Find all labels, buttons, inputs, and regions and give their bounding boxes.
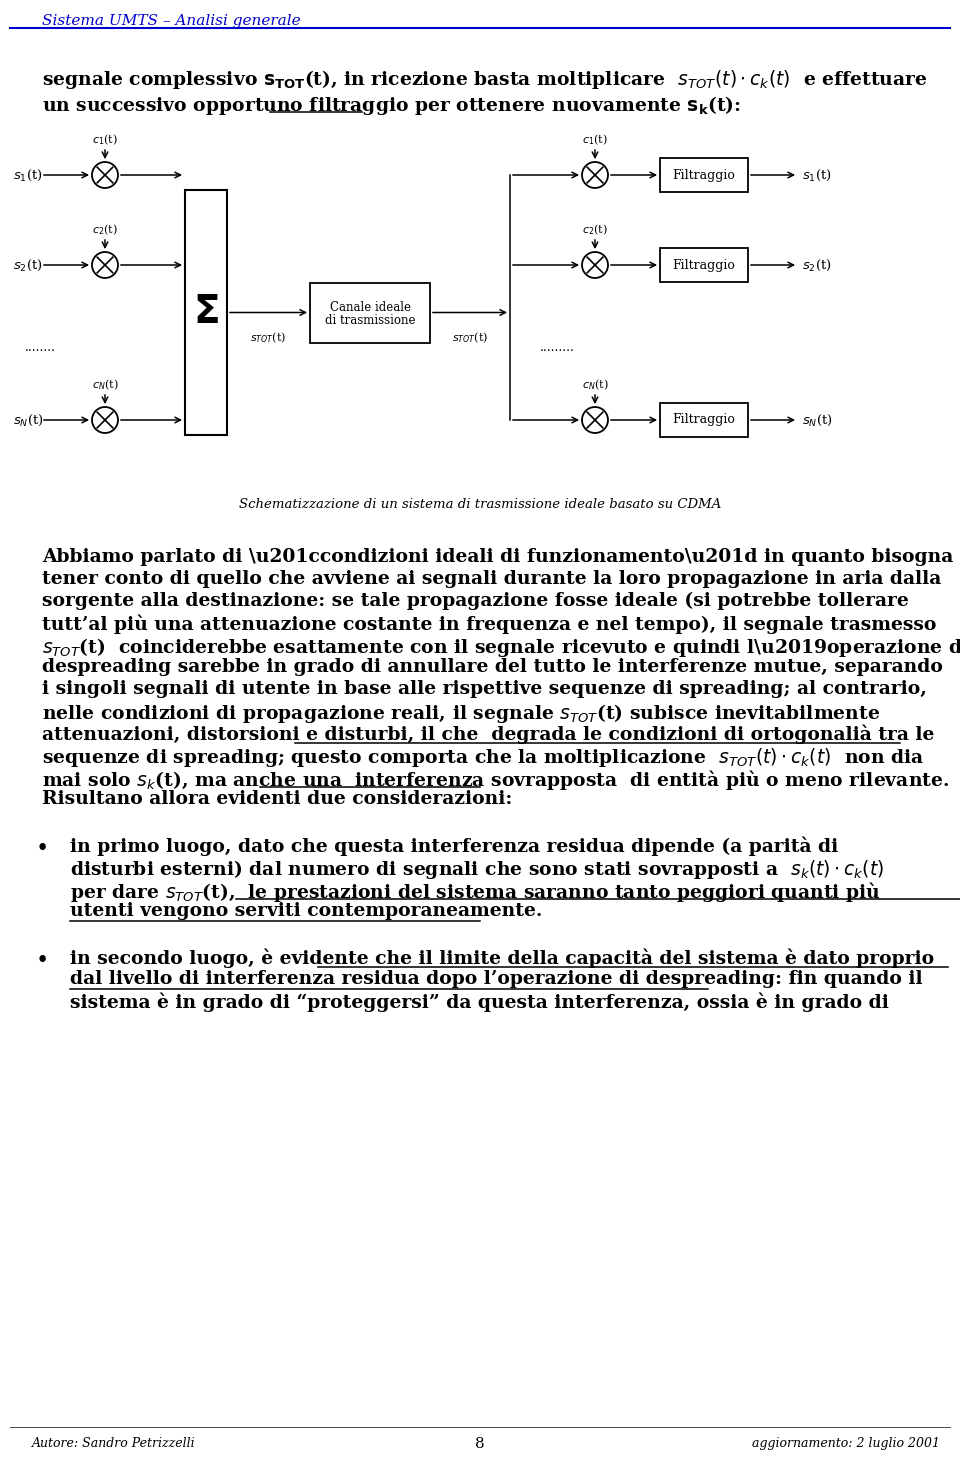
Text: Filtraggio: Filtraggio	[673, 414, 735, 427]
Text: $s_{TOT}$(t): $s_{TOT}$(t)	[251, 331, 286, 345]
Text: aggiornamento: 2 luglio 2001: aggiornamento: 2 luglio 2001	[752, 1437, 940, 1450]
Text: un successivo opportuno filtraggio per ottenere nuovamente $\mathbf{s_k}$(t):: un successivo opportuno filtraggio per o…	[42, 95, 741, 117]
Text: Filtraggio: Filtraggio	[673, 169, 735, 182]
Text: $c_N$(t): $c_N$(t)	[582, 377, 609, 392]
Text: $c_2$(t): $c_2$(t)	[92, 223, 118, 237]
Bar	[310, 283, 430, 342]
Text: Canale ideale: Canale ideale	[329, 302, 411, 315]
Text: $s_{TOT}$(t)  coinciderebbe esattamente con il segnale ricevuto e quindi l\u2019: $s_{TOT}$(t) coinciderebbe esattamente c…	[42, 637, 960, 659]
Text: nelle condizioni di propagazione reali, il segnale $s_{TOT}$(t) subisce inevitab: nelle condizioni di propagazione reali, …	[42, 702, 880, 726]
Text: sistema è in grado di “proteggersi” da questa interferenza, ossia è in grado di: sistema è in grado di “proteggersi” da q…	[70, 992, 889, 1011]
Text: $s_2$(t): $s_2$(t)	[13, 258, 43, 272]
Text: $c_1$(t): $c_1$(t)	[582, 133, 608, 147]
Text: di trasmissione: di trasmissione	[324, 315, 416, 326]
Text: despreading sarebbe in grado di annullare del tutto le interferenze mutue, separ: despreading sarebbe in grado di annullar…	[42, 659, 943, 676]
Text: disturbi esterni) dal numero di segnali che sono stati sovrapposti a  $s_k(t) \c: disturbi esterni) dal numero di segnali …	[70, 858, 884, 881]
Text: $s_{TOT}$(t): $s_{TOT}$(t)	[452, 331, 488, 345]
Text: •: •	[36, 838, 49, 860]
Text: dal livello di interferenza residua dopo l’operazione di despreading: fin quando: dal livello di interferenza residua dopo…	[70, 970, 923, 988]
Text: $c_1$(t): $c_1$(t)	[92, 133, 118, 147]
Circle shape	[582, 252, 608, 278]
Text: segnale complessivo $\mathbf{s_{TOT}}$(t), in ricezione basta moltiplicare  $s_{: segnale complessivo $\mathbf{s_{TOT}}$(t…	[42, 68, 927, 90]
Bar	[660, 157, 748, 192]
Bar	[185, 189, 227, 436]
Text: $s_1$(t): $s_1$(t)	[802, 168, 831, 182]
Text: Risultano allora evidenti due considerazioni:: Risultano allora evidenti due consideraz…	[42, 790, 513, 809]
Text: in secondo luogo, è evidente che il limite della capacità del sistema è dato pro: in secondo luogo, è evidente che il limi…	[70, 949, 934, 967]
Circle shape	[92, 162, 118, 188]
Text: $s_N$(t): $s_N$(t)	[802, 412, 833, 427]
Text: Schematizzazione di un sistema di trasmissione ideale basato su CDMA: Schematizzazione di un sistema di trasmi…	[239, 498, 721, 511]
Text: Filtraggio: Filtraggio	[673, 258, 735, 271]
Text: attenuazioni, distorsioni e disturbi, il che  degrada le condizioni di ortogonal: attenuazioni, distorsioni e disturbi, il…	[42, 724, 934, 743]
Text: sorgente alla destinazione: se tale propagazione fosse ideale (si potrebbe tolle: sorgente alla destinazione: se tale prop…	[42, 592, 909, 610]
Circle shape	[582, 407, 608, 433]
Text: $\mathbf{\Sigma}$: $\mathbf{\Sigma}$	[193, 294, 219, 331]
Bar	[660, 248, 748, 283]
Text: 8: 8	[475, 1437, 485, 1451]
Circle shape	[92, 407, 118, 433]
Text: in primo luogo, dato che questa interferenza residua dipende (a parità di: in primo luogo, dato che questa interfer…	[70, 836, 838, 855]
Text: .........: .........	[540, 341, 575, 354]
Text: ........: ........	[25, 341, 56, 354]
Text: sequenze di spreading; questo comporta che la moltiplicazione  $s_{TOT}(t) \cdot: sequenze di spreading; questo comporta c…	[42, 746, 924, 769]
Text: tener conto di quello che avviene ai segnali durante la loro propagazione in ari: tener conto di quello che avviene ai seg…	[42, 570, 941, 589]
Text: Autore: Sandro Petrizzelli: Autore: Sandro Petrizzelli	[32, 1437, 196, 1450]
Circle shape	[92, 252, 118, 278]
Circle shape	[582, 162, 608, 188]
Text: tutt’al più una attenuazione costante in frequenza e nel tempo), il segnale tras: tutt’al più una attenuazione costante in…	[42, 613, 936, 634]
Bar	[660, 404, 748, 437]
Text: $s_N$(t): $s_N$(t)	[13, 412, 44, 427]
Text: i singoli segnali di utente in base alle rispettive sequenze di spreading; al co: i singoli segnali di utente in base alle…	[42, 680, 926, 698]
Text: $c_2$(t): $c_2$(t)	[582, 223, 608, 237]
Text: mai solo $s_k$(t), ma anche una  interferenza sovrapposta  di entità più o meno : mai solo $s_k$(t), ma anche una interfer…	[42, 768, 949, 793]
Text: $c_N$(t): $c_N$(t)	[92, 377, 118, 392]
Text: •: •	[36, 950, 49, 972]
Text: utenti vengono serviti contemporaneamente.: utenti vengono serviti contemporaneament…	[70, 902, 542, 919]
Text: Abbiamo parlato di \u201ccondizioni ideali di funzionamento\u201d in quanto biso: Abbiamo parlato di \u201ccondizioni idea…	[42, 548, 960, 565]
Text: per dare $s_{TOT}$(t),  le prestazioni del sistema saranno tanto peggiori quanti: per dare $s_{TOT}$(t), le prestazioni de…	[70, 880, 881, 903]
Text: $s_2$(t): $s_2$(t)	[802, 258, 831, 272]
Text: $s_1$(t): $s_1$(t)	[13, 168, 43, 182]
Text: Sistema UMTS – Analisi generale: Sistema UMTS – Analisi generale	[42, 15, 300, 28]
